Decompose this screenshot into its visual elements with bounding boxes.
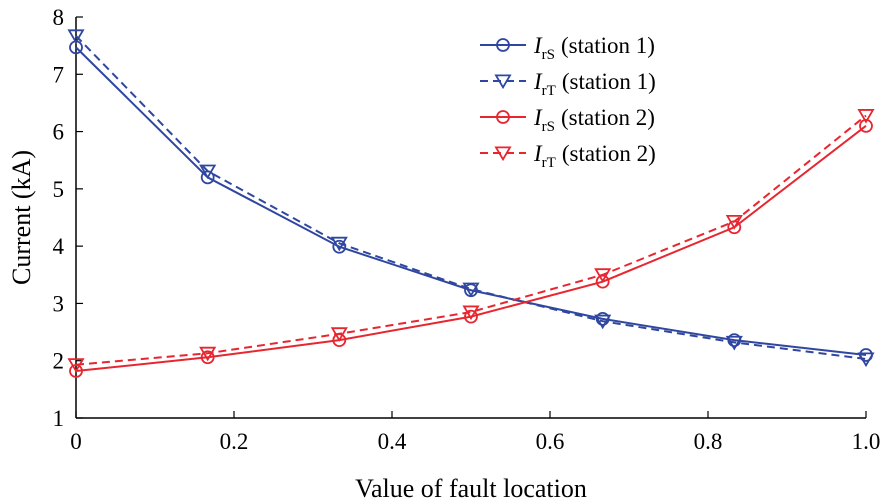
y-tick-label: 3 [53,291,65,316]
data-point [200,350,215,365]
x-tick-label: 0.4 [378,429,407,454]
legend-symbol: I [533,69,543,94]
data-point [594,268,612,283]
data-point [199,164,217,180]
series-line [75,125,867,373]
data-point [330,236,348,252]
data-point [462,305,480,321]
legend-symbol: I [533,33,543,58]
series-1 [69,40,873,362]
data-point [464,309,478,324]
legend-symbol: I [533,141,543,166]
legend-label: IrT (station 1) [533,69,656,99]
y-tick-label: 1 [53,406,65,431]
legend-label: IrS (station 2) [533,105,655,135]
legend-subscript: rT [542,83,556,99]
legend-suffix: (station 1) [561,33,655,58]
plot-axes: 0 0.2 0.4 0.6 0.8 1.0 1 2 3 4 5 6 7 8 [53,5,881,454]
series-line [75,114,867,366]
legend-subscript: rS [542,47,555,63]
series-line [75,35,867,360]
legend: IrS (station 1) IrT (station 1) IrS (station … [480,33,656,171]
series-line [75,46,867,356]
data-point [725,335,743,351]
x-tick-label: 0.6 [536,429,565,454]
x-tick-label: 0.8 [694,429,723,454]
legend-entry: IrT (station 2) [480,141,656,171]
legend-subscript: rT [542,155,556,171]
series-4 [67,109,875,373]
data-point [67,358,85,373]
legend-label: IrT (station 2) [533,141,656,171]
y-tick-label: 5 [53,177,65,202]
data-point [857,109,875,124]
legend-marker [494,146,512,162]
data-point [859,118,873,133]
data-point [462,282,480,298]
legend-entry: IrT (station 1) [480,69,656,99]
x-tick-label: 1.0 [852,429,881,454]
legend-label: IrS (station 1) [533,33,655,63]
legend-suffix: (station 2) [561,105,655,130]
legend-marker [496,110,510,124]
legend-suffix: (station 2) [562,141,656,166]
series-2 [67,29,875,368]
y-tick-label: 7 [53,62,65,87]
x-axis-title: Value of fault location [355,474,587,503]
data-point [594,314,612,330]
series-3 [69,118,873,378]
y-tick-label: 4 [53,234,65,259]
legend-marker [494,74,512,90]
series-layer [67,29,875,378]
legend-subscript: rS [542,119,555,135]
y-tick-label: 8 [53,5,65,30]
data-point [725,215,743,230]
data-point [67,29,85,44]
legend-marker [496,38,510,52]
legend-entry: IrS (station 1) [480,33,655,63]
y-tick-label: 6 [53,120,65,145]
data-point [332,239,347,254]
x-tick-label: 0.2 [220,429,249,454]
legend-suffix: (station 1) [562,69,656,94]
data-point [69,364,83,378]
x-tick-label: 0 [70,429,82,454]
y-tick-label: 2 [53,349,65,374]
legend-entry: IrS (station 2) [480,105,655,135]
legend-symbol: I [533,105,543,130]
data-point [199,346,217,362]
data-point [857,352,875,368]
data-point [330,327,348,342]
y-axis-title: Current (kA) [7,150,36,285]
